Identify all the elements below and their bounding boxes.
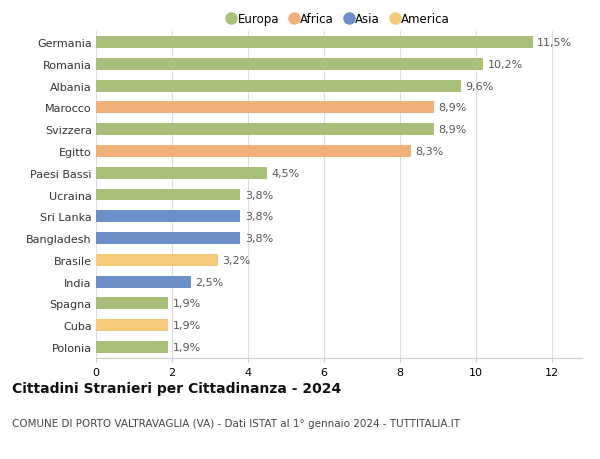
Bar bbox=[96, 102, 434, 114]
Text: 3,2%: 3,2% bbox=[222, 255, 250, 265]
Bar bbox=[96, 211, 240, 223]
Bar bbox=[96, 341, 168, 353]
Text: 8,3%: 8,3% bbox=[416, 146, 444, 157]
Bar bbox=[96, 124, 434, 136]
Text: 8,9%: 8,9% bbox=[439, 103, 467, 113]
Bar bbox=[96, 168, 267, 179]
Bar bbox=[96, 37, 533, 49]
Text: 4,5%: 4,5% bbox=[271, 168, 299, 179]
Text: 3,8%: 3,8% bbox=[245, 190, 273, 200]
Text: COMUNE DI PORTO VALTRAVAGLIA (VA) - Dati ISTAT al 1° gennaio 2024 - TUTTITALIA.I: COMUNE DI PORTO VALTRAVAGLIA (VA) - Dati… bbox=[12, 418, 460, 428]
Text: 1,9%: 1,9% bbox=[173, 342, 201, 352]
Bar bbox=[96, 59, 483, 71]
Text: 10,2%: 10,2% bbox=[488, 60, 523, 70]
Bar bbox=[96, 319, 168, 331]
Bar bbox=[96, 276, 191, 288]
Legend: Europa, Africa, Asia, America: Europa, Africa, Asia, America bbox=[223, 9, 455, 31]
Text: 8,9%: 8,9% bbox=[439, 125, 467, 135]
Text: 11,5%: 11,5% bbox=[537, 38, 572, 48]
Bar bbox=[96, 254, 218, 266]
Bar bbox=[96, 189, 240, 201]
Bar bbox=[96, 80, 461, 92]
Bar bbox=[96, 146, 411, 157]
Bar bbox=[96, 233, 240, 245]
Text: 9,6%: 9,6% bbox=[465, 81, 493, 91]
Bar bbox=[96, 298, 168, 310]
Text: Cittadini Stranieri per Cittadinanza - 2024: Cittadini Stranieri per Cittadinanza - 2… bbox=[12, 381, 341, 395]
Text: 2,5%: 2,5% bbox=[196, 277, 224, 287]
Text: 3,8%: 3,8% bbox=[245, 212, 273, 222]
Text: 1,9%: 1,9% bbox=[173, 299, 201, 309]
Text: 3,8%: 3,8% bbox=[245, 234, 273, 244]
Text: 1,9%: 1,9% bbox=[173, 320, 201, 330]
